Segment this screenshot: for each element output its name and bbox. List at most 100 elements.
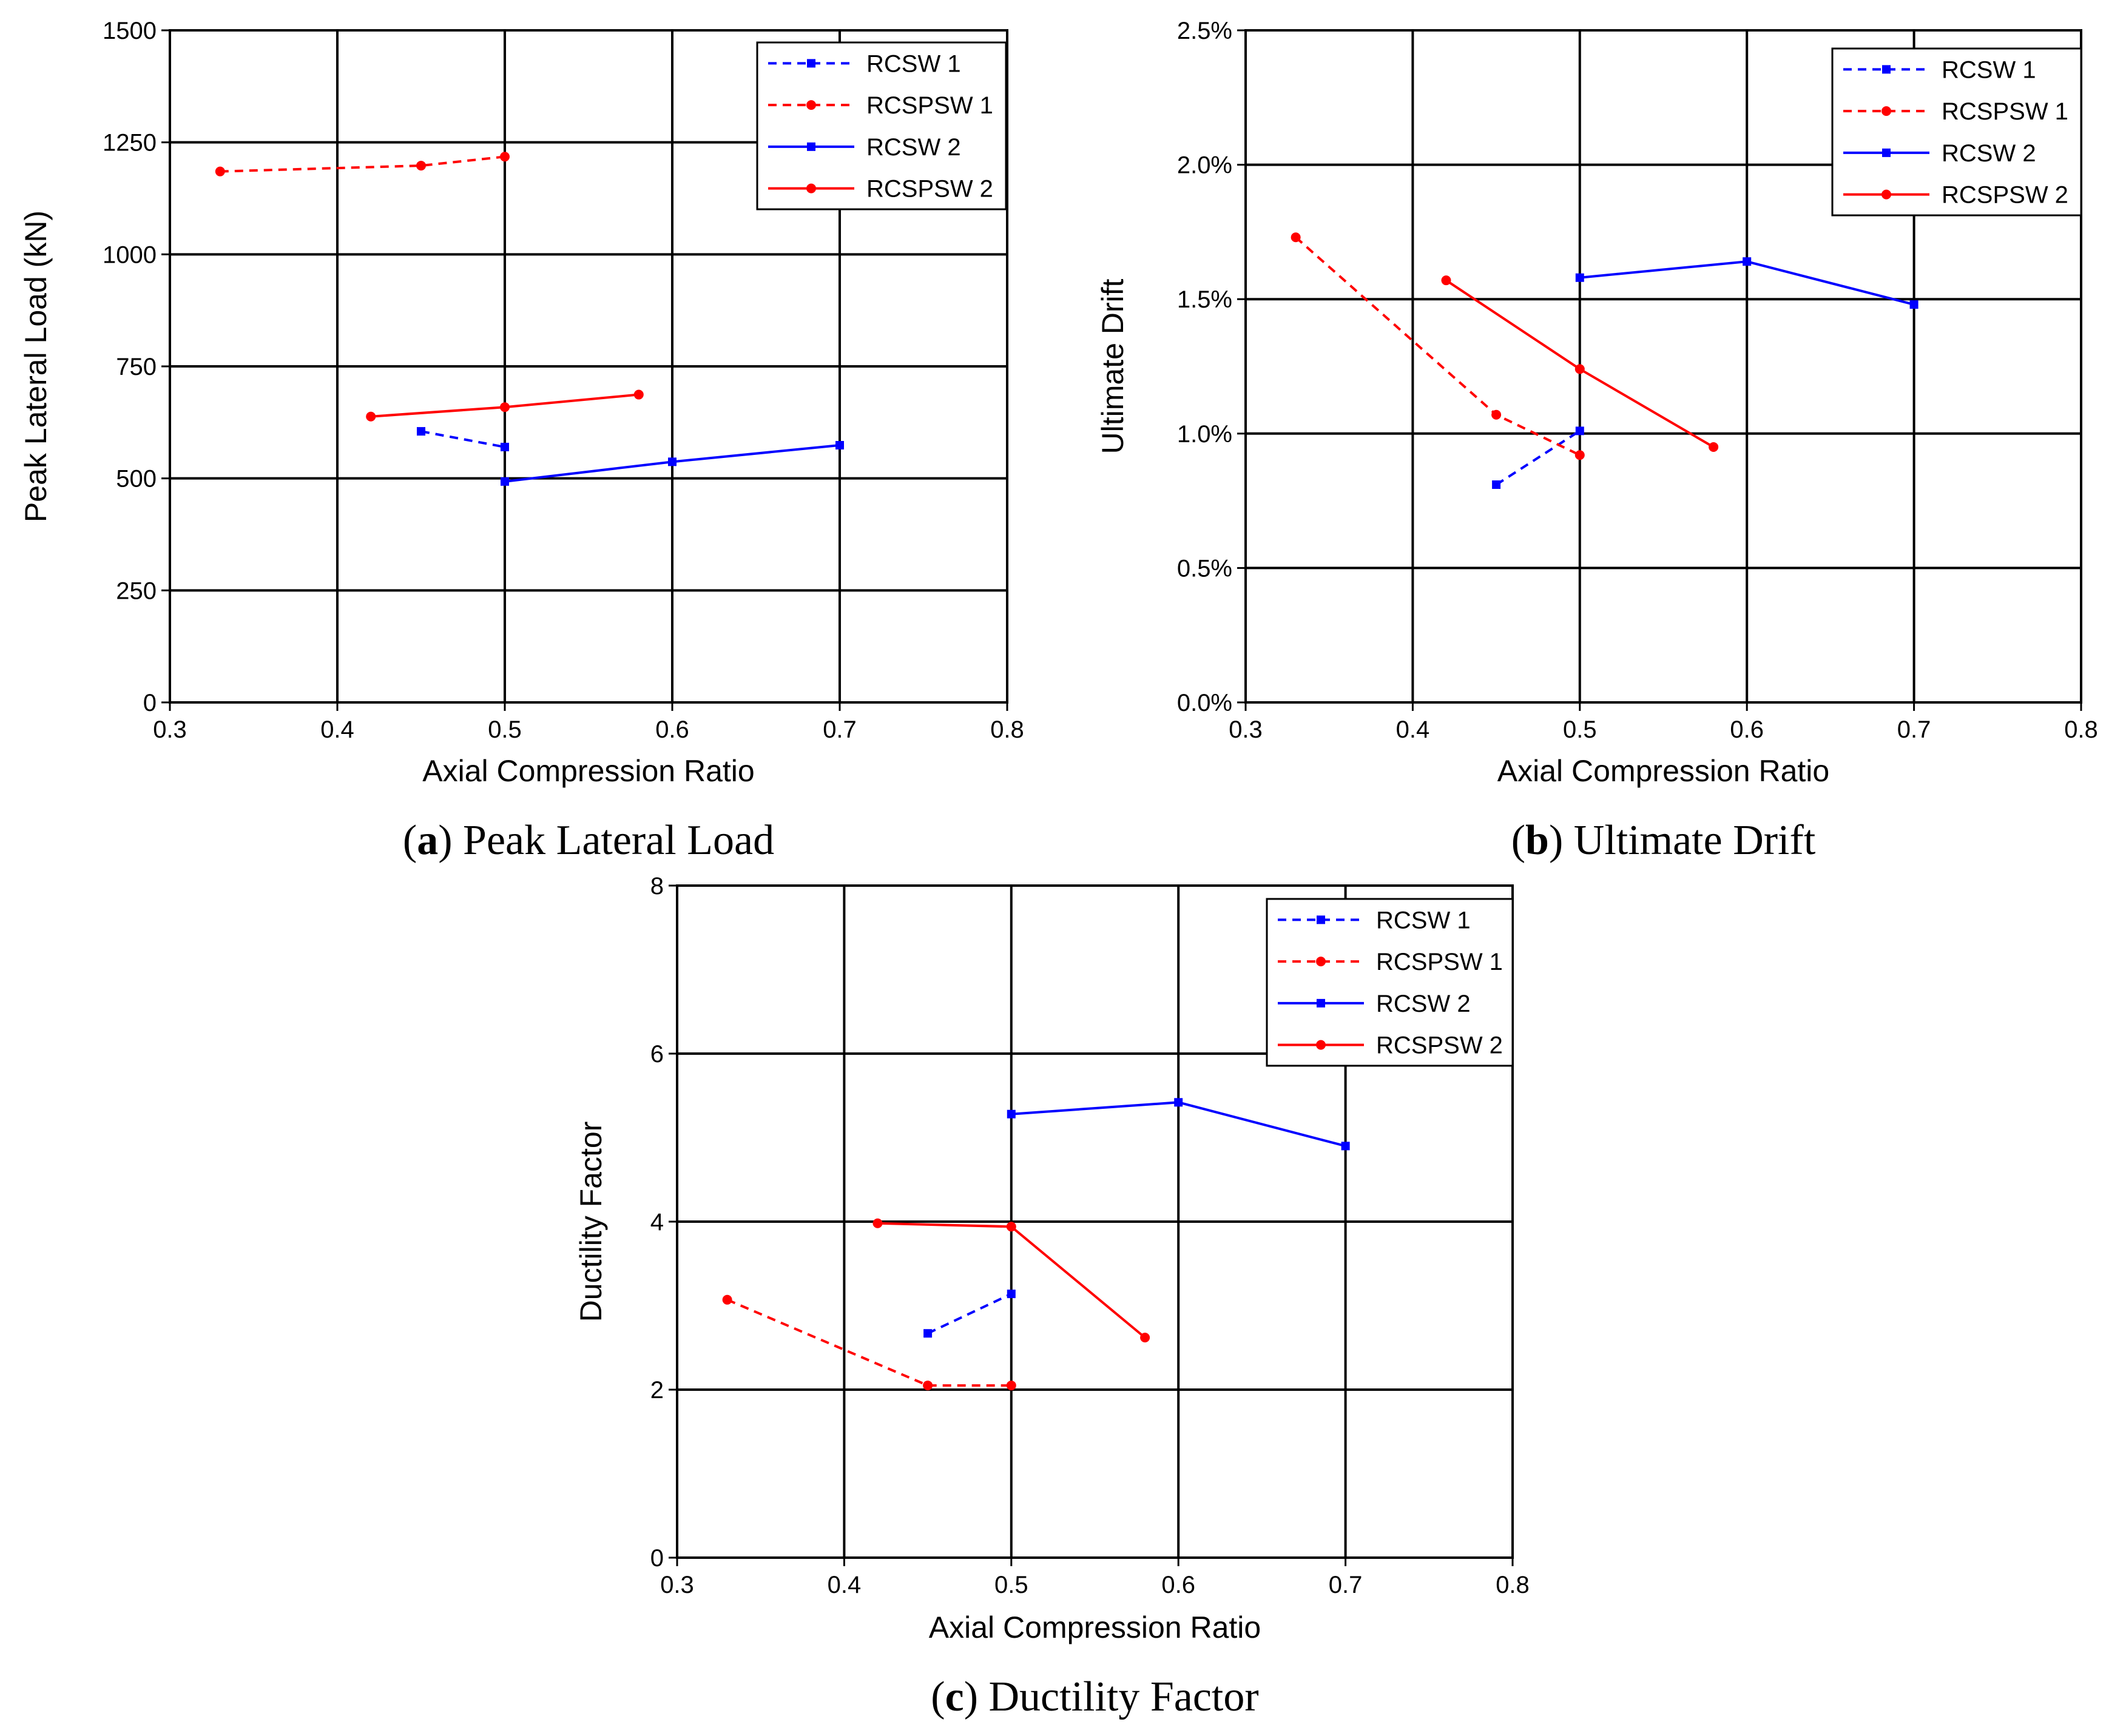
legend-label: RCSPSW 1 bbox=[866, 92, 993, 119]
data-point bbox=[500, 152, 510, 162]
panel-c-ductility-factor: 0.3 0.4 0.5 0.6 0.7 0.8 0 2 4 6 8 Axial Compression… bbox=[574, 873, 1530, 1720]
x-tick-label: 0.6 bbox=[1730, 716, 1764, 743]
data-point bbox=[668, 457, 677, 466]
legend-label: RCSPSW 2 bbox=[866, 176, 993, 203]
legend-label: RCSPSW 1 bbox=[1942, 98, 2068, 125]
data-point bbox=[1575, 426, 1584, 436]
legend-marker bbox=[807, 142, 815, 151]
x-tick-label: 0.8 bbox=[990, 716, 1024, 743]
x-axis-label: Axial Compression Ratio bbox=[1497, 754, 1829, 788]
series-rcspsw-1 bbox=[1291, 232, 1585, 460]
y-tick-label: 250 bbox=[116, 577, 157, 604]
x-tick-label: 0.7 bbox=[1897, 716, 1931, 743]
data-point bbox=[1341, 1142, 1350, 1151]
data-point bbox=[366, 411, 376, 422]
legend: RCSW 1 RCSPSW 1 RCSW 2 RCSPSW 2 bbox=[1831, 47, 2082, 217]
data-point bbox=[1291, 232, 1301, 243]
caption-paren-open: ( bbox=[403, 817, 417, 864]
x-tick-label: 0.4 bbox=[1396, 716, 1430, 743]
legend: RCSW 1 RCSPSW 1 RCSW 2 RCSPSW 2 bbox=[1266, 898, 1514, 1067]
x-axis-label: Axial Compression Ratio bbox=[422, 754, 754, 788]
data-point bbox=[500, 402, 510, 412]
series-rcsw-2 bbox=[501, 441, 844, 486]
data-point bbox=[1709, 442, 1719, 452]
series-rcspsw-1 bbox=[722, 1294, 1016, 1391]
series-line bbox=[927, 1293, 1012, 1335]
data-point bbox=[835, 441, 844, 450]
series-line bbox=[1496, 429, 1581, 486]
data-point bbox=[1007, 1290, 1016, 1299]
caption-letter: a bbox=[417, 817, 438, 864]
legend-marker bbox=[1317, 998, 1325, 1008]
y-tick-label: 1500 bbox=[103, 18, 157, 44]
series-rcspsw-2 bbox=[1441, 275, 1719, 452]
legend-label: RCSW 1 bbox=[1376, 907, 1471, 934]
data-point bbox=[1006, 1381, 1016, 1391]
y-tick-label: 1000 bbox=[103, 241, 157, 268]
legend-label: RCSW 1 bbox=[866, 50, 961, 77]
y-axis-label: Peak Lateral Load (kN) bbox=[19, 210, 53, 522]
caption-paren-open: ( bbox=[1511, 817, 1525, 864]
panel-caption: (c) Ductility Factor bbox=[931, 1674, 1258, 1720]
legend-marker bbox=[1316, 957, 1326, 967]
caption-paren-close: ) bbox=[1549, 817, 1574, 864]
legend: RCSW 1 RCSPSW 1 RCSW 2 RCSPSW 2 bbox=[756, 41, 1007, 210]
data-point bbox=[923, 1381, 933, 1391]
data-point bbox=[1574, 364, 1585, 374]
panel-caption: (b) Ultimate Drift bbox=[1511, 817, 1816, 864]
caption-paren-close: ) bbox=[438, 817, 463, 864]
legend-label: RCSPSW 2 bbox=[1942, 182, 2068, 209]
data-point bbox=[1909, 300, 1918, 309]
x-tick-label: 0.5 bbox=[994, 1572, 1028, 1598]
series-rcsw-2 bbox=[1007, 1098, 1350, 1151]
legend-box bbox=[1831, 47, 2082, 217]
y-tick-label: 4 bbox=[650, 1209, 664, 1236]
y-tick-label: 2.5% bbox=[1177, 18, 1232, 44]
series-rcsw-2 bbox=[1575, 257, 1918, 309]
y-tick-label: 0 bbox=[143, 690, 157, 716]
legend-marker bbox=[1317, 915, 1325, 924]
caption-paren-open: ( bbox=[931, 1674, 945, 1720]
y-tick-label: 2 bbox=[650, 1377, 664, 1404]
data-point bbox=[1491, 409, 1502, 420]
legend-label: RCSPSW 1 bbox=[1376, 949, 1503, 975]
series-rcspsw-2 bbox=[872, 1218, 1150, 1343]
x-tick-label: 0.3 bbox=[660, 1572, 694, 1598]
legend-marker bbox=[1882, 65, 1891, 74]
x-tick-label: 0.7 bbox=[823, 716, 857, 743]
legend-label: RCSPSW 2 bbox=[1376, 1032, 1503, 1059]
y-tick-label: 0 bbox=[650, 1545, 664, 1572]
data-point bbox=[1441, 275, 1451, 286]
y-tick-label: 1.5% bbox=[1177, 286, 1232, 313]
legend-marker bbox=[806, 100, 816, 110]
y-tick-label: 1.0% bbox=[1177, 421, 1232, 448]
legend-label: RCSW 2 bbox=[1376, 991, 1471, 1017]
data-point bbox=[722, 1294, 732, 1305]
x-tick-label: 0.5 bbox=[488, 716, 522, 743]
series-rcsw-1 bbox=[417, 427, 509, 451]
x-tick-label: 0.3 bbox=[1229, 716, 1263, 743]
legend-label: RCSW 1 bbox=[1942, 56, 2036, 83]
y-tick-label: 8 bbox=[650, 873, 664, 900]
x-tick-label: 0.4 bbox=[320, 716, 354, 743]
data-point bbox=[501, 477, 509, 486]
caption-letter: b bbox=[1525, 817, 1549, 864]
y-tick-label: 750 bbox=[116, 354, 157, 380]
data-point bbox=[633, 389, 644, 400]
data-point bbox=[1006, 1222, 1016, 1232]
data-point bbox=[1174, 1098, 1183, 1107]
legend-marker bbox=[806, 183, 816, 193]
y-axis-label: Ductility Factor bbox=[574, 1122, 608, 1322]
panel-caption: (a) Peak Lateral Load bbox=[403, 817, 774, 864]
legend-label: RCSW 2 bbox=[1942, 140, 2036, 167]
x-tick-label: 0.5 bbox=[1563, 716, 1597, 743]
data-point bbox=[1575, 273, 1584, 282]
x-axis-label: Axial Compression Ratio bbox=[929, 1610, 1261, 1644]
caption-text: Peak Lateral Load bbox=[463, 817, 774, 864]
x-tick-label: 0.8 bbox=[2064, 716, 2098, 743]
data-point bbox=[1140, 1333, 1150, 1343]
legend-box bbox=[756, 41, 1007, 210]
data-point bbox=[416, 161, 426, 171]
y-tick-label: 500 bbox=[116, 466, 157, 493]
